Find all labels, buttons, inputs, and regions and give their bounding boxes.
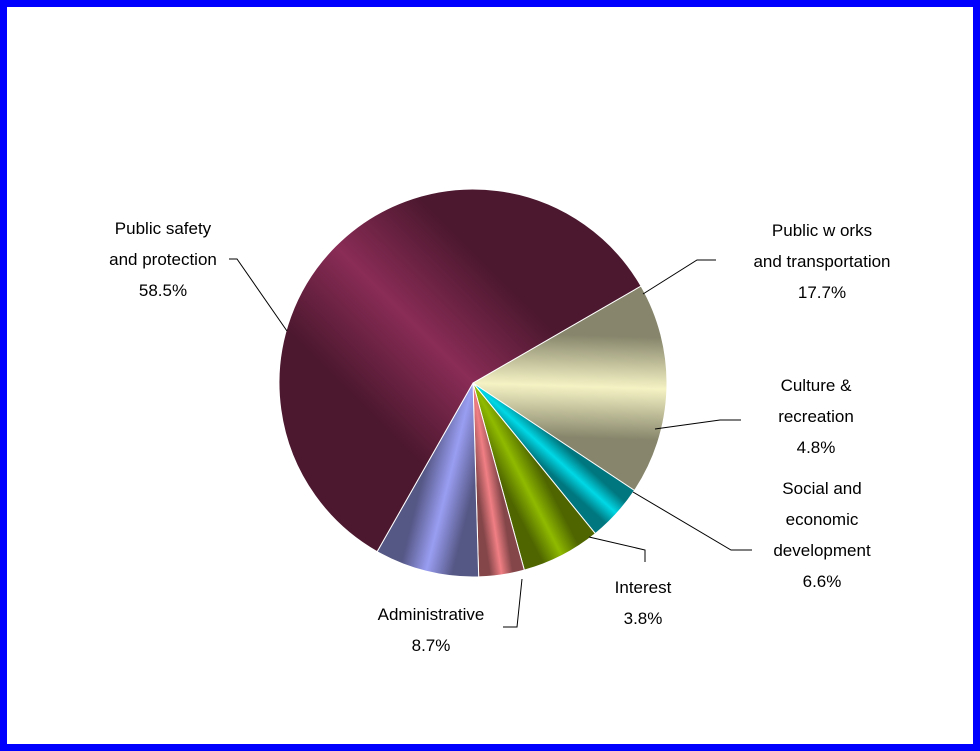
slice-label: Interest 3.8% <box>615 578 672 628</box>
pie-slice-public-safety-and-protection <box>278 188 642 553</box>
leader-line <box>642 259 716 295</box>
slice-value: 8.7% <box>412 636 451 655</box>
slice-name-line: and transportation <box>753 252 890 271</box>
slice-value: 3.8% <box>624 609 663 628</box>
slice-name-line: Culture & <box>781 376 853 395</box>
slice-value: 17.7% <box>798 283 846 302</box>
leader-lines <box>229 258 752 628</box>
slice-name-line: development <box>773 541 871 560</box>
leader-line <box>229 258 288 332</box>
slice-name-line: recreation <box>778 407 854 426</box>
slice-value: 58.5% <box>139 281 187 300</box>
slice-label: Administrative 8.7% <box>378 605 485 655</box>
leader-line <box>503 578 523 628</box>
slice-label: Culture & recreation 4.8% <box>778 376 854 457</box>
slice-name-line: Public w orks <box>772 221 872 240</box>
leader-line <box>632 491 752 551</box>
slice-name-line: and protection <box>109 250 217 269</box>
leader-line <box>588 536 646 562</box>
pie-slice-public-works-and-transportation <box>472 285 668 492</box>
slice-label: Public safety and protection 58.5% <box>109 219 217 300</box>
pie-slice-administrative <box>376 381 480 578</box>
slice-name-line: Interest <box>615 578 672 597</box>
slice-name-line: Administrative <box>378 605 485 624</box>
slice-value: 4.8% <box>797 438 836 457</box>
leader-line <box>654 419 741 430</box>
slice-label: Social and economic development 6.6% <box>773 479 871 591</box>
pie-slices <box>278 188 668 578</box>
slice-labels: Public w orks and transportation 17.7% Cult… <box>109 219 890 655</box>
slice-name-line: economic <box>786 510 859 529</box>
slice-name-line: Public safety <box>115 219 212 238</box>
slice-label: Public w orks and transportation 17.7% <box>753 221 890 302</box>
slice-value: 6.6% <box>803 572 842 591</box>
slice-name-line: Social and <box>782 479 861 498</box>
